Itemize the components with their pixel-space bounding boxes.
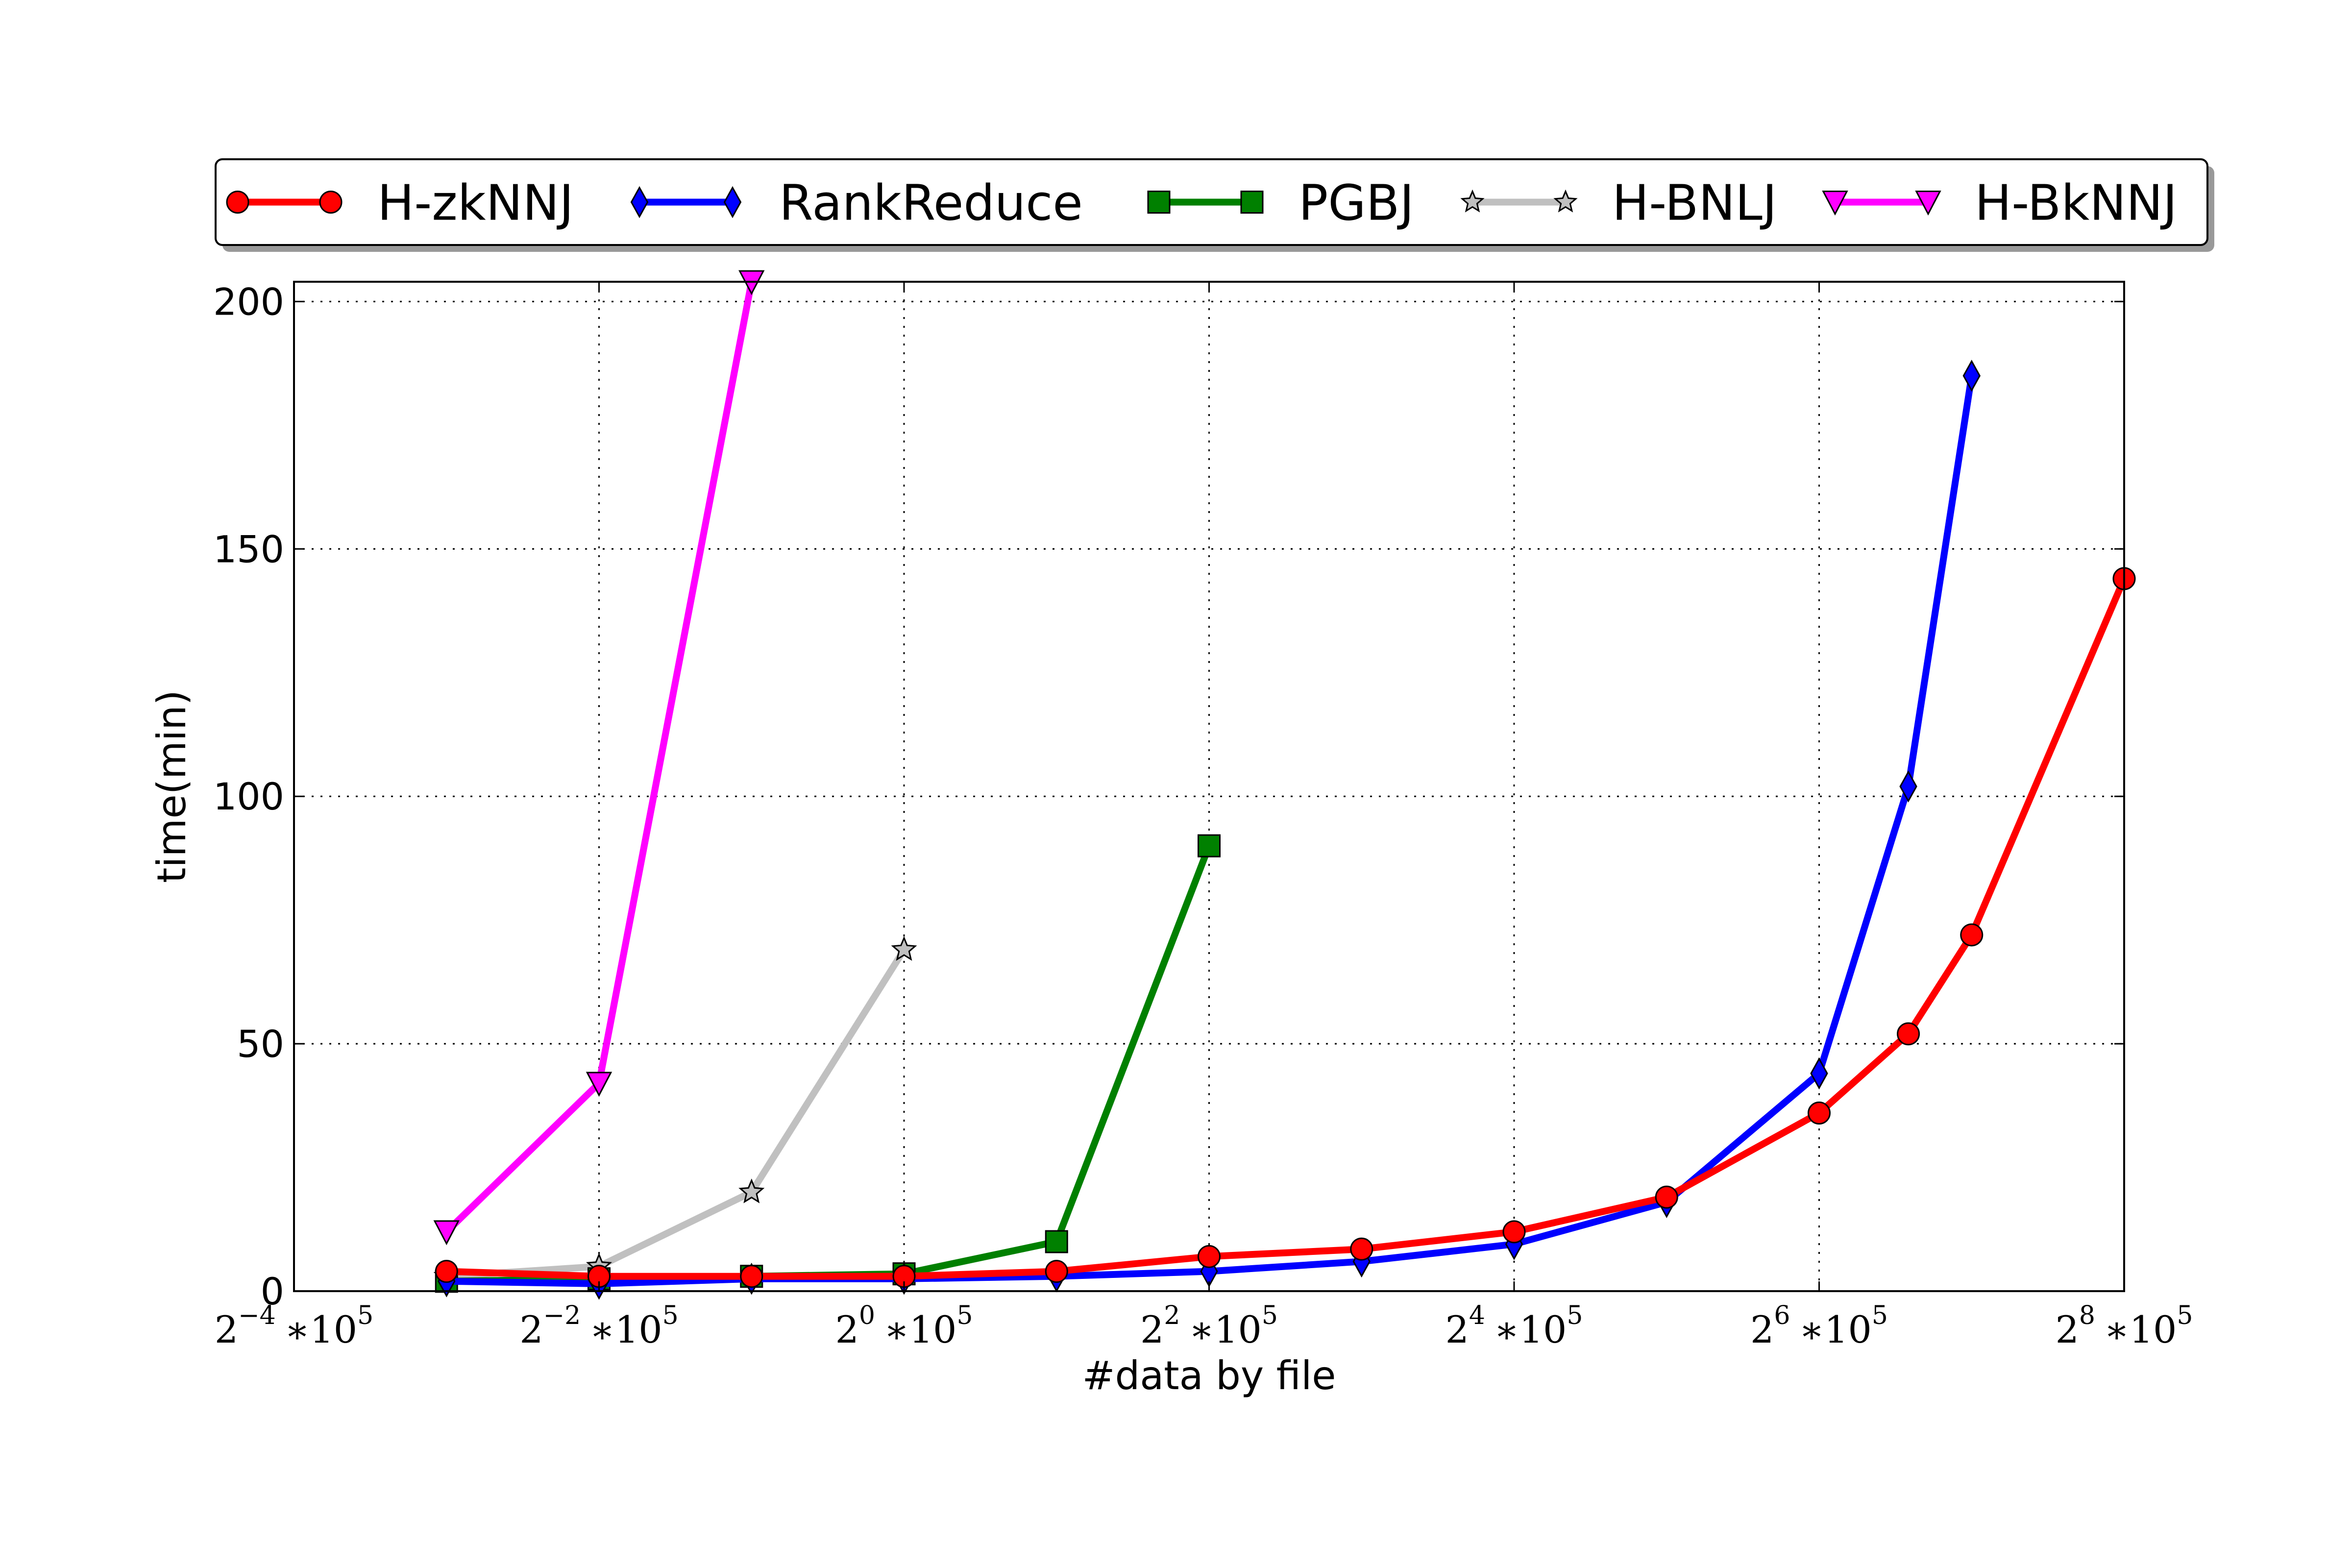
y-axis-ticks: 0 50 100 150 200 xyxy=(213,280,2124,1313)
legend-marker xyxy=(1460,189,1485,213)
legend-label: PGBJ xyxy=(1298,174,1414,232)
legend-entry: PGBJ xyxy=(1147,174,1414,232)
series-h-zknnj xyxy=(435,567,2136,1288)
data-point xyxy=(1810,1057,1828,1090)
legend-entry: H-BNLJ xyxy=(1460,174,1777,232)
data-point xyxy=(738,1178,765,1203)
x-tick-label: 20 ∗105 xyxy=(835,1301,973,1351)
legend-entry: H-BkNNJ xyxy=(1822,174,2177,232)
data-point xyxy=(1897,1022,1920,1046)
data-point xyxy=(1899,770,1917,803)
x-tick-label: 26 ∗105 xyxy=(1750,1301,1888,1351)
data-point xyxy=(1045,1260,1068,1283)
legend-marker xyxy=(1240,191,1264,214)
x-axis-ticks: 2−4 ∗105 2−2 ∗105 20 ∗105 22 ∗105 24 ∗105 26 ∗105 28… xyxy=(215,282,2193,1351)
series-line xyxy=(446,948,907,1280)
legend-entry: RankReduce xyxy=(630,174,1083,232)
data-point xyxy=(1962,360,1981,392)
legend-marker xyxy=(1822,191,1848,216)
data-point xyxy=(891,936,917,961)
data-point xyxy=(1502,1220,1526,1244)
y-tick-label: 150 xyxy=(213,527,284,571)
series-line xyxy=(446,844,1213,1285)
data-point xyxy=(740,1265,763,1288)
series-pgbj xyxy=(435,834,1221,1293)
legend-marker xyxy=(630,186,649,219)
y-tick-label: 0 xyxy=(261,1270,284,1313)
gridlines xyxy=(294,282,2124,1291)
data-point xyxy=(1045,1230,1068,1253)
data-point xyxy=(1808,1101,1831,1125)
legend: H-zkNNJ RankReduce PGBJ H-BNLJ H-BkNNJ xyxy=(215,158,2214,252)
data-point xyxy=(1350,1237,1373,1261)
series-line xyxy=(446,577,2128,1280)
x-axis-label: #data by file xyxy=(1082,1353,1336,1398)
data-point xyxy=(586,1072,612,1097)
legend-marker xyxy=(226,191,249,214)
legend-marker xyxy=(1915,191,1941,216)
legend-label: RankReduce xyxy=(779,174,1083,232)
legend-marker xyxy=(319,191,343,214)
y-axis-label: time(min) xyxy=(149,690,195,883)
x-tick-label: 2−4 ∗105 xyxy=(215,1301,373,1351)
series-h-bnlj xyxy=(433,936,917,1288)
legend-entry: H-zkNNJ xyxy=(226,174,574,232)
legend-label: H-zkNNJ xyxy=(377,174,574,232)
x-tick-label: 24 ∗105 xyxy=(1446,1301,1583,1351)
legend-label: H-BkNNJ xyxy=(1975,174,2177,232)
data-point xyxy=(1960,923,1984,947)
data-point xyxy=(1655,1185,1678,1209)
legend-label: H-BNLJ xyxy=(1612,174,1777,232)
x-tick-label: 28 ∗105 xyxy=(2056,1301,2193,1351)
y-tick-label: 50 xyxy=(237,1022,284,1066)
legend-marker xyxy=(723,186,742,219)
data-point xyxy=(433,1220,460,1246)
data-point xyxy=(1198,834,1221,858)
legend-marker xyxy=(1147,191,1171,214)
data-point xyxy=(1198,1245,1221,1268)
y-tick-label: 200 xyxy=(213,280,284,323)
legend-marker xyxy=(1553,189,1578,213)
x-tick-label: 22 ∗105 xyxy=(1140,1301,1278,1351)
y-tick-label: 100 xyxy=(213,775,284,818)
series-h-bknnj xyxy=(433,270,765,1246)
x-tick-label: 2−2 ∗105 xyxy=(519,1301,678,1351)
data-point xyxy=(435,1260,458,1283)
plot-series-group xyxy=(433,270,2136,1300)
